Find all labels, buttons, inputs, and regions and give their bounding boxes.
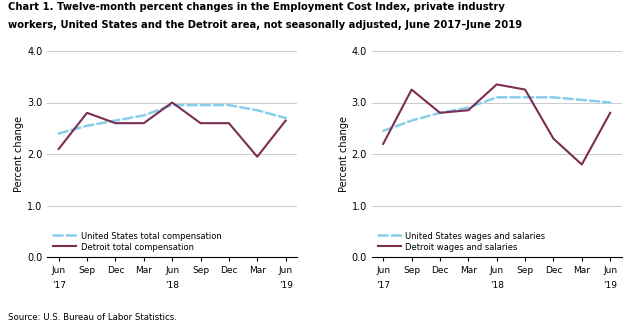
Text: Sep: Sep [517,266,534,275]
Text: '17: '17 [376,281,390,290]
Text: Dec: Dec [545,266,562,275]
Text: Chart 1. Twelve-month percent changes in the Employment Cost Index, private indu: Chart 1. Twelve-month percent changes in… [8,2,505,11]
Text: Sep: Sep [403,266,420,275]
Text: Source: U.S. Bureau of Labor Statistics.: Source: U.S. Bureau of Labor Statistics. [8,313,177,322]
Legend: United States total compensation, Detroit total compensation: United States total compensation, Detroi… [52,230,223,253]
Text: Jun: Jun [165,266,179,275]
Text: Mar: Mar [249,266,266,275]
Text: Jun: Jun [278,266,293,275]
Text: Dec: Dec [220,266,238,275]
Text: Mar: Mar [460,266,477,275]
Text: '19: '19 [279,281,293,290]
Text: '18: '18 [490,281,504,290]
Text: '18: '18 [165,281,179,290]
Text: Jun: Jun [52,266,66,275]
Text: '17: '17 [52,281,66,290]
Text: workers, United States and the Detroit area, not seasonally adjusted, June 2017–: workers, United States and the Detroit a… [8,20,522,30]
Text: Mar: Mar [135,266,152,275]
Text: Jun: Jun [376,266,391,275]
Text: Jun: Jun [490,266,504,275]
Text: Sep: Sep [192,266,209,275]
Legend: United States wages and salaries, Detroit wages and salaries: United States wages and salaries, Detroi… [376,230,547,253]
Text: Dec: Dec [107,266,124,275]
Text: Mar: Mar [574,266,591,275]
Text: Sep: Sep [78,266,96,275]
Y-axis label: Percent change: Percent change [15,116,25,192]
Text: Dec: Dec [431,266,449,275]
Text: '19: '19 [603,281,617,290]
Y-axis label: Percent change: Percent change [339,116,349,192]
Text: Jun: Jun [603,266,617,275]
